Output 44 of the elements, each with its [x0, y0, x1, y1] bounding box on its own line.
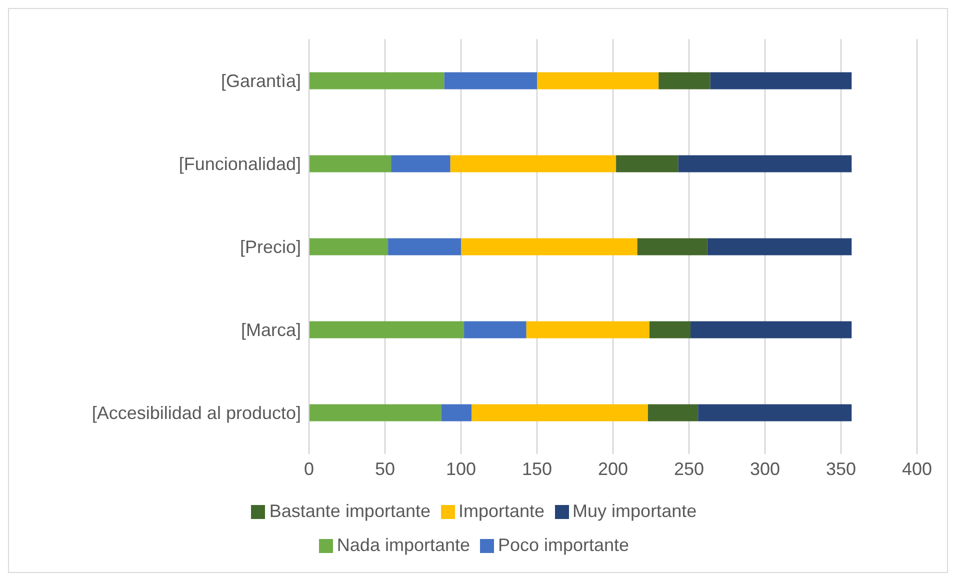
bar: [388, 238, 461, 256]
x-tick-label: 250: [674, 458, 704, 479]
y-tick-label: [Precio]: [240, 236, 301, 257]
bar: [309, 404, 442, 422]
bar: [648, 404, 698, 422]
bar: [309, 72, 444, 90]
x-tick-label: 350: [826, 458, 856, 479]
y-tick-label: [Garantìa]: [220, 70, 301, 91]
bar: [472, 404, 648, 422]
bar: [658, 72, 710, 90]
bar: [526, 321, 650, 338]
legend-label: Poco importante: [498, 535, 630, 555]
bar: [464, 321, 526, 338]
legend-label: Bastante importante: [269, 501, 430, 521]
bar: [649, 321, 691, 338]
bar: [678, 155, 852, 172]
x-tick-label: 300: [750, 458, 780, 479]
x-tick-label: 400: [902, 458, 932, 479]
bar: [309, 321, 464, 338]
x-tick-label: 50: [374, 458, 396, 479]
y-tick-label: [Funcionalidad]: [178, 154, 301, 174]
bar: [637, 238, 708, 256]
bar: [710, 72, 852, 90]
legend-label: Importante: [458, 501, 545, 521]
bar: [309, 155, 392, 172]
bar: [461, 238, 638, 256]
bar: [450, 155, 616, 172]
bar: [444, 72, 537, 90]
bar: [616, 155, 678, 172]
legend-label: Muy importante: [572, 501, 697, 521]
y-tick-label: [Accesibilidad al producto]: [92, 402, 301, 423]
y-tick-label: [Marca]: [240, 320, 301, 340]
x-tick-label: 100: [446, 458, 476, 479]
x-tick-label: 150: [522, 458, 552, 479]
bar: [707, 238, 852, 256]
x-tick-label: 0: [304, 458, 314, 479]
bar: [537, 72, 659, 90]
legend-label: Nada importante: [336, 535, 470, 555]
bar: [309, 238, 388, 256]
bar: [690, 321, 852, 338]
x-tick-label: 200: [598, 458, 628, 479]
bar: [698, 404, 852, 422]
bar: [391, 155, 450, 172]
bar: [441, 404, 472, 422]
